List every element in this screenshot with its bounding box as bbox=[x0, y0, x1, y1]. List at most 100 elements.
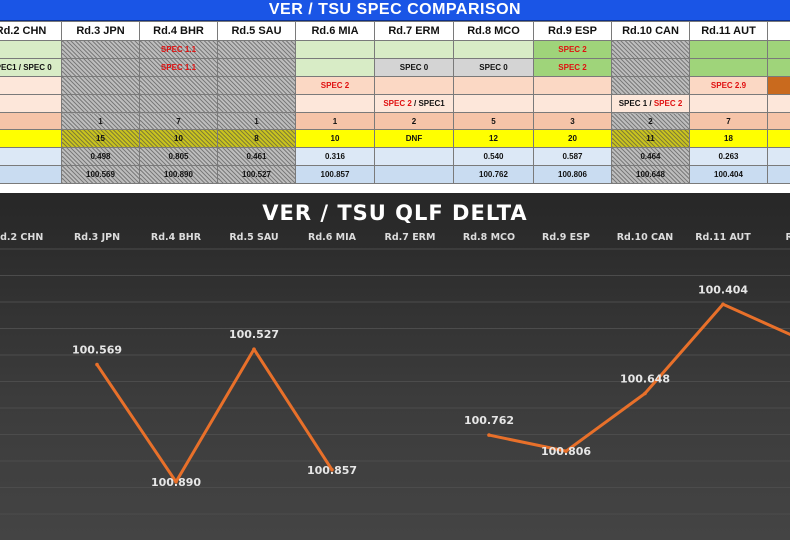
table-cell bbox=[295, 94, 375, 113]
table-cell bbox=[767, 58, 790, 77]
data-label: 100.806 bbox=[541, 445, 591, 458]
cell-text: SPEC 2 bbox=[383, 99, 412, 108]
cell-text: 0.587 bbox=[562, 152, 583, 161]
cell-text: 1 bbox=[254, 116, 259, 126]
cell-text: 100.527 bbox=[242, 170, 271, 179]
cell-text: 0.498 bbox=[90, 152, 111, 161]
table-row: SPEC 1.1 SPEC 2 bbox=[0, 40, 790, 59]
table-cell: 8 bbox=[217, 129, 296, 148]
cell-text: SPEC 1.1 bbox=[160, 45, 197, 54]
table-cell: 100.762 bbox=[453, 165, 534, 184]
x-tick-label: Rd.12 bbox=[786, 232, 790, 243]
x-tick-label: Rd.6 MIA bbox=[308, 232, 357, 243]
cell-text: SPEC 1 / bbox=[618, 99, 654, 108]
data-label: 100.890 bbox=[151, 476, 201, 489]
table-cell bbox=[374, 40, 454, 59]
qlf-delta-chart: VER / TSU QLF DELTA Rd.2 CHN Rd.3 JPN Rd.4… bbox=[0, 193, 790, 540]
table-cell bbox=[533, 76, 612, 95]
column-header: Rd.4 BHR bbox=[139, 21, 218, 41]
column-header: Rd.5 SAU bbox=[217, 21, 296, 41]
table-cell: SPEC 2 / SPEC1 bbox=[374, 94, 454, 113]
table-cell bbox=[767, 129, 790, 148]
table-cell bbox=[611, 40, 690, 59]
table-cell bbox=[611, 58, 690, 77]
table-row: 1 7 1 1 2 5 3 2 7 bbox=[0, 112, 790, 130]
cell-text: 11 bbox=[646, 134, 655, 143]
table-cell bbox=[217, 94, 296, 113]
table-cell: 7 bbox=[139, 112, 218, 130]
data-point bbox=[330, 467, 334, 472]
data-point bbox=[487, 433, 491, 437]
table-cell: SPEC 1.1 bbox=[139, 40, 218, 59]
table-cell: SPEC 0 bbox=[453, 58, 534, 77]
table-cell: 1 bbox=[61, 112, 140, 130]
table-cell bbox=[611, 76, 690, 95]
cell-text: 3 bbox=[570, 116, 575, 126]
table-cell: 0.316 bbox=[295, 147, 375, 166]
table-cell bbox=[0, 112, 62, 130]
table-cell bbox=[453, 76, 534, 95]
table-cell bbox=[0, 165, 62, 184]
cell-text: 100.404 bbox=[714, 170, 743, 179]
cell-text: 100.890 bbox=[164, 170, 193, 179]
table-cell bbox=[0, 94, 62, 113]
cell-text: 0.461 bbox=[246, 152, 267, 161]
spec-comparison-panel: VER / TSU SPEC COMPARISON Rd.2 CHN Rd.3 J… bbox=[0, 0, 790, 193]
cell-text: 10 bbox=[174, 134, 183, 143]
cell-text: SPEC 0 bbox=[399, 63, 429, 72]
table-cell: 10 bbox=[139, 129, 218, 148]
x-tick-label: Rd.3 JPN bbox=[74, 232, 120, 243]
table-cell: 100.857 bbox=[295, 165, 375, 184]
table-cell: 10 bbox=[295, 129, 375, 148]
data-point bbox=[95, 362, 99, 367]
data-label: 100.857 bbox=[307, 464, 357, 477]
cell-text: 12 bbox=[489, 134, 498, 143]
table-row: SPEC 2 / SPEC1 SPEC 1 / SPEC 2 bbox=[0, 94, 790, 113]
table-cell bbox=[767, 94, 790, 113]
series-line bbox=[95, 347, 334, 484]
cell-text: 5 bbox=[491, 116, 496, 126]
table-cell: 20 bbox=[533, 129, 612, 148]
table-cell bbox=[689, 58, 768, 77]
table-cell: SPEC 2 bbox=[533, 58, 612, 77]
table-cell bbox=[453, 94, 534, 113]
table-cell bbox=[374, 76, 454, 95]
table-cell bbox=[217, 76, 296, 95]
chart-title: VER / TSU QLF DELTA bbox=[262, 201, 528, 225]
table-cell: 18 bbox=[689, 129, 768, 148]
table-cell: SPEC 1 / SPEC 2 bbox=[611, 94, 690, 113]
column-header: Rd.9 ESP bbox=[533, 21, 612, 41]
table-cell: 100.569 bbox=[61, 165, 140, 184]
table-cell bbox=[295, 40, 375, 59]
column-header: Rd.10 CAN bbox=[611, 21, 690, 41]
table-cell bbox=[61, 76, 140, 95]
table-cell: SPEC1 / SPEC 0 bbox=[0, 58, 62, 77]
cell-text: 2 bbox=[411, 116, 417, 126]
table-cell bbox=[61, 94, 140, 113]
table-cell: 0.461 bbox=[217, 147, 296, 166]
table-cell bbox=[767, 76, 790, 95]
column-header: Rd.11 AUT bbox=[689, 21, 768, 41]
table-cell bbox=[374, 165, 454, 184]
table-cell bbox=[533, 94, 612, 113]
data-point bbox=[564, 449, 568, 453]
cell-text: 7 bbox=[726, 116, 731, 126]
table-cell: 0.263 bbox=[689, 147, 768, 166]
cell-text: 0.316 bbox=[324, 152, 346, 161]
x-tick-label: Rd.4 BHR bbox=[151, 232, 202, 243]
column-header: Rd.6 MIA bbox=[295, 21, 375, 41]
table-cell bbox=[0, 40, 62, 59]
cell-text: 15 bbox=[96, 134, 105, 143]
cell-text: SPEC 2 bbox=[558, 63, 587, 72]
table-cell bbox=[61, 58, 140, 77]
table-cell: 0.805 bbox=[139, 147, 218, 166]
table-cell bbox=[217, 40, 296, 59]
table-cell bbox=[295, 58, 375, 77]
table-cell bbox=[0, 129, 62, 148]
table-row: SPEC1 / SPEC 0 SPEC 1.1 SPEC 0 SPEC 0 SPEC 2 bbox=[0, 58, 790, 77]
table-cell bbox=[0, 76, 62, 95]
cell-text: 7 bbox=[176, 116, 181, 126]
data-point bbox=[174, 480, 178, 484]
cell-text: 100.762 bbox=[479, 170, 508, 179]
